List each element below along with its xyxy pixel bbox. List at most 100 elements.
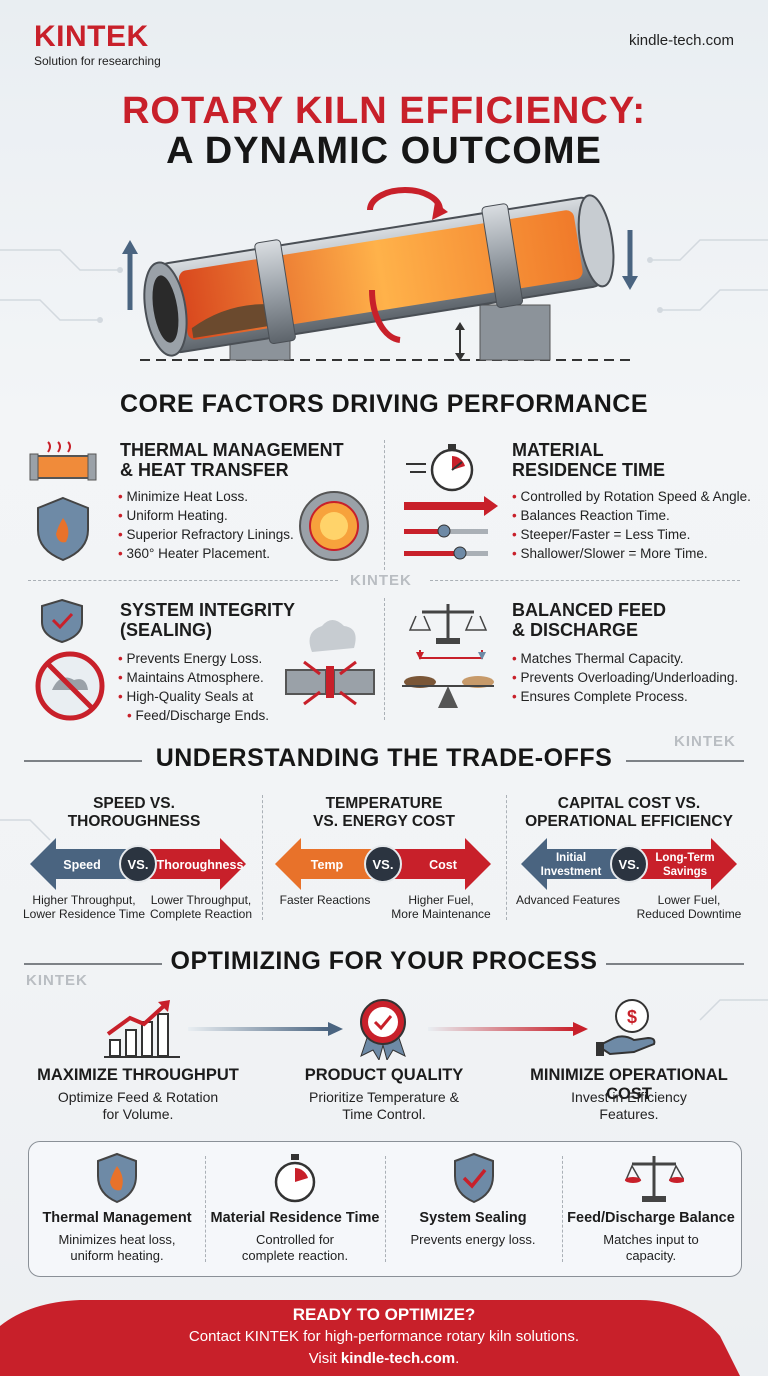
- list-item: Steeper/Faster = Less Time.: [512, 525, 751, 544]
- text-line: Invest in Efficiency: [571, 1089, 687, 1105]
- factor-residence-title: MATERIAL RESIDENCE TIME: [512, 440, 665, 480]
- tradeoffs-title: UNDERSTANDING THE TRADE-OFFS: [155, 744, 613, 772]
- divider: [24, 963, 162, 965]
- tradeoff-capital-arrows: VS. Initial Investment Long-Term Savings: [521, 838, 737, 890]
- list-item: Ensures Complete Process.: [512, 687, 738, 706]
- divider: [562, 1156, 563, 1262]
- summary-thermal-title: Thermal Management: [42, 1210, 192, 1226]
- caption-line: Higher Fuel,: [408, 893, 474, 907]
- caption-line: Advanced Features: [515, 893, 621, 907]
- caption-line: Faster Reactions: [279, 893, 371, 907]
- caption-line: Lower Fuel,: [657, 893, 721, 907]
- text-line: capacity.: [625, 1248, 677, 1263]
- text-line: Features.: [599, 1106, 659, 1122]
- tradeoff-title-line1: CAPITAL COST VS.: [557, 795, 701, 812]
- dollar-hand-icon: $: [596, 999, 656, 1056]
- tradeoff-temp-arrows: VS. Temp Cost: [275, 838, 491, 890]
- tradeoff-right-label: Thoroughness: [157, 858, 244, 872]
- optimize-throughput-title: MAXIMIZE THROUGHPUT: [37, 1066, 239, 1084]
- list-item: Shallower/Slower = More Time.: [512, 544, 751, 563]
- footer-title: READY TO OPTIMIZE?: [292, 1305, 476, 1324]
- text-line: Prioritize Temperature &: [309, 1089, 459, 1105]
- tradeoff-left-label: Speed: [63, 858, 101, 872]
- text-line: complete reaction.: [241, 1248, 349, 1263]
- tradeoff-title-line1: TEMPERATURE: [325, 795, 443, 812]
- list-item: Superior Refractory Linings.: [118, 525, 293, 544]
- tradeoff-right-caption: Higher Fuel, More Maintenance: [386, 893, 496, 921]
- quality-badge-icon: [360, 999, 406, 1060]
- caption-line: Higher Throughput,: [32, 893, 136, 907]
- heat-pipe-icon: [29, 441, 97, 562]
- footer-banner: [0, 1300, 740, 1376]
- summary-sealing-title: System Sealing: [419, 1210, 527, 1226]
- growth-chart-icon: [104, 1000, 180, 1058]
- watermark: KINTEK: [674, 733, 736, 750]
- vs-badge: VS.: [373, 857, 394, 872]
- vs-badge: VS.: [128, 857, 149, 872]
- summary-feed-title: Feed/Discharge Balance: [567, 1210, 735, 1226]
- factor-residence-title-line1: MATERIAL: [512, 440, 604, 460]
- list-item: High-Quality Seals at: [118, 687, 269, 706]
- summary-feed-text: Matches input to capacity.: [566, 1232, 736, 1264]
- divider: [506, 795, 507, 920]
- list-item: Matches Thermal Capacity.: [512, 649, 738, 668]
- divider: [24, 760, 142, 762]
- shield-check-icon: [35, 598, 105, 721]
- tradeoff-speed-title: SPEED VS. THOROUGHNESS: [24, 795, 244, 831]
- summary-residence-title: Material Residence Time: [210, 1210, 380, 1226]
- watermark: KINTEK: [26, 972, 88, 989]
- divider: [606, 963, 744, 965]
- pipe-seal-icon: [285, 620, 375, 706]
- optimize-throughput-text: Optimize Feed & Rotation for Volume.: [28, 1089, 248, 1123]
- factor-sealing-title: SYSTEM INTEGRITY (SEALING): [120, 600, 295, 640]
- optimize-quality-title: PRODUCT QUALITY: [304, 1066, 464, 1084]
- tradeoff-title-line2: VS. ENERGY COST: [313, 813, 455, 830]
- shield-flame-icon: [97, 1152, 137, 1204]
- rotary-kiln-illustration: [122, 187, 638, 361]
- flow-arrow-icon: [428, 1022, 588, 1036]
- list-item: Prevents Overloading/Underloading.: [512, 668, 738, 687]
- factor-sealing-title-line2: (SEALING): [120, 620, 212, 640]
- factor-thermal-bullets: Minimize Heat Loss. Uniform Heating. Sup…: [118, 487, 294, 563]
- footer-contact-text: Contact KINTEK for high-performance rota…: [188, 1328, 580, 1345]
- footer-visit-suffix: .: [455, 1350, 460, 1367]
- tradeoff-left-caption: Faster Reactions: [270, 893, 380, 907]
- summary-thermal-text: Minimizes heat loss, uniform heating.: [36, 1232, 198, 1264]
- balance-scale-icon: [402, 604, 494, 708]
- footer-website-link[interactable]: kindle-tech.com: [340, 1350, 456, 1367]
- tradeoff-right-label-line1: Long-Term: [655, 852, 714, 864]
- tradeoff-temp-title: TEMPERATURE VS. ENERGY COST: [270, 795, 498, 831]
- core-factors-title: CORE FACTORS DRIVING PERFORMANCE: [119, 390, 649, 418]
- caption-line: Reduced Downtime: [636, 907, 742, 921]
- caption-line: More Maintenance: [391, 907, 491, 921]
- tradeoff-title-line2: THOROUGHNESS: [67, 813, 201, 830]
- factor-sealing-bullets: Prevents Energy Loss. Maintains Atmosphe…: [118, 649, 269, 725]
- text-line: Minimizes heat loss,: [58, 1232, 176, 1247]
- stopwatch-icon: [404, 444, 498, 560]
- footer-visit-line: Visit kindle-tech.com.: [0, 1350, 768, 1367]
- brand-logo[interactable]: KINTEK Solution for researching: [34, 22, 161, 69]
- svg-text:$: $: [627, 1007, 637, 1027]
- caption-line: Lower Residence Time: [22, 907, 146, 921]
- footer-visit-prefix: Visit: [308, 1350, 341, 1367]
- summary-sealing-text: Prevents energy loss.: [390, 1232, 556, 1248]
- optimize-cost-text: Invest in Efficiency Features.: [512, 1089, 746, 1123]
- tradeoff-left-caption: Higher Throughput, Lower Residence Time: [18, 893, 150, 921]
- balance-scale-icon: [624, 1156, 684, 1202]
- factor-residence-title-line2: RESIDENCE TIME: [512, 460, 666, 480]
- tradeoff-left-label: Temp: [311, 858, 344, 872]
- tradeoff-left-caption: Advanced Features: [512, 893, 624, 907]
- list-item: Uniform Heating.: [118, 506, 294, 525]
- factor-residence-bullets: Controlled by Rotation Speed & Angle. Ba…: [512, 487, 751, 563]
- divider: [385, 1156, 386, 1262]
- website-link[interactable]: kindle-tech.com: [628, 32, 734, 49]
- divider: [205, 1156, 206, 1262]
- tradeoff-title-line1: SPEED VS.: [93, 795, 175, 812]
- brand-tagline: Solution for researching: [34, 54, 161, 68]
- divider: [384, 440, 385, 570]
- watermark: KINTEK: [350, 572, 412, 589]
- factor-feed-title: BALANCED FEED & DISCHARGE: [512, 600, 666, 640]
- optimize-quality-text: Prioritize Temperature & Time Control.: [272, 1089, 496, 1123]
